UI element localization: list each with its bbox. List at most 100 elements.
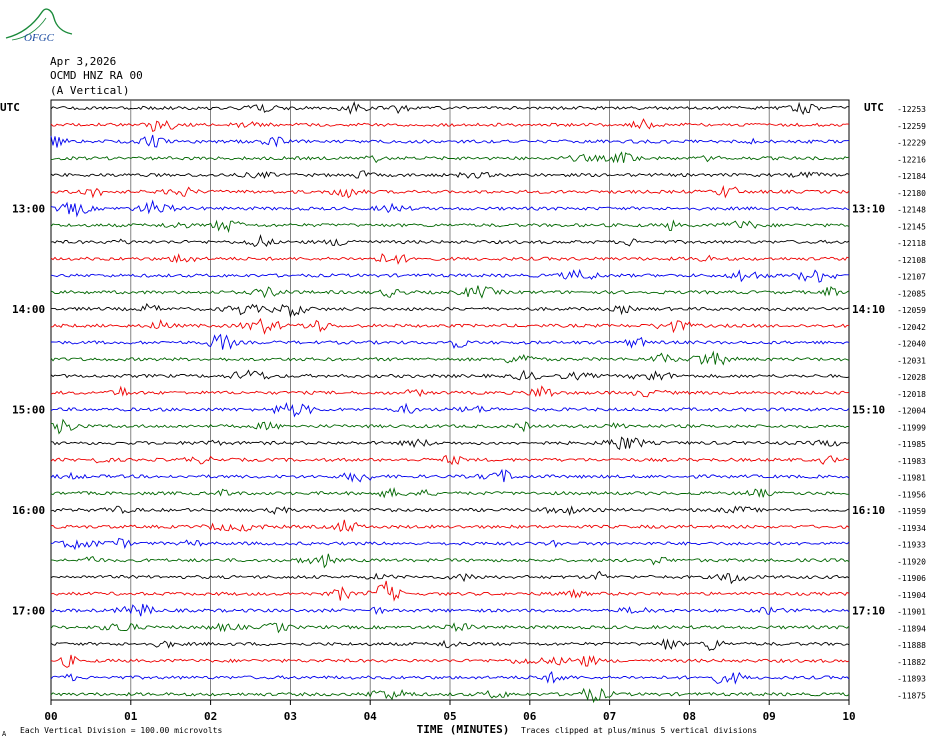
trace-line-33 [50,654,850,668]
trace-line-10 [50,268,849,283]
left-time-label: 14:00 [12,303,45,316]
right-time-label: 14:10 [852,303,885,316]
x-tick-label: 10 [842,710,855,723]
trace-offset-label: -11933 [897,541,926,550]
trace-line-31 [50,622,850,634]
trace-offset-label: -12145 [897,222,926,231]
trace-line-28 [50,570,850,585]
footer-scale-note: Each Vertical Division = 100.00 microvol… [20,726,222,735]
logo-swoosh-2 [11,17,47,41]
utc-right-label: UTC [864,101,884,114]
left-time-label: 13:00 [12,203,45,216]
x-tick-label: 07 [603,710,616,723]
trace-line-14 [51,333,850,350]
trace-line-34 [50,670,850,685]
trace-line-29 [50,580,850,602]
left-time-label: 17:00 [12,605,45,618]
x-tick-label: 02 [204,710,217,723]
footer-clip-note: Traces clipped at plus/minus 5 vertical … [521,726,757,735]
trace-offset-label: -12042 [897,323,926,332]
trace-line-8 [50,233,850,247]
trace-offset-label: -12108 [897,256,926,265]
utc-left-label: UTC [0,101,20,114]
right-time-label: 13:10 [852,203,885,216]
trace-line-1 [50,118,850,133]
trace-line-11 [50,285,850,299]
trace-offset-label: -11882 [897,658,926,667]
trace-line-4 [50,170,850,179]
trace-offset-label: -12004 [897,407,926,416]
trace-line-24 [50,505,850,517]
trace-offset-label: -12216 [897,155,926,164]
trace-offset-label: -11934 [897,524,926,533]
logo-text: OFGC [24,32,55,44]
trace-line-25 [50,519,850,533]
ofgc-logo: OFGC [5,8,73,44]
trace-offset-label: -12259 [897,122,926,131]
trace-line-35 [50,687,850,704]
x-axis-label: TIME (MINUTES) [417,723,510,736]
right-time-label: 17:10 [852,605,885,618]
trace-offset-label: -11901 [897,608,926,617]
trace-line-30 [50,603,850,617]
component-label: (A Vertical) [50,84,130,97]
trace-line-16 [50,369,850,381]
trace-line-21 [50,454,850,466]
trace-offset-label: -11959 [897,507,926,516]
trace-offset-label: -12184 [897,172,926,181]
trace-offset-label: -12040 [897,340,926,349]
trace-offset-label: -12059 [897,306,926,315]
trace-offset-label: -11920 [897,557,926,566]
left-time-label: 15:00 [12,404,45,417]
right-time-label: 15:10 [852,404,885,417]
left-time-label: 16:00 [12,504,45,517]
trace-offset-label: -11888 [897,641,926,650]
trace-line-23 [50,487,850,499]
trace-offset-label: -11904 [897,591,926,600]
date-label: Apr 3,2026 [50,55,117,68]
x-tick-label: 09 [763,710,776,723]
trace-offset-label: -11956 [897,490,926,499]
trace-line-0 [50,100,849,116]
trace-line-13 [50,317,850,335]
trace-line-12 [50,303,850,319]
trace-offset-label: -11983 [897,457,926,466]
trace-offset-label: -12180 [897,189,926,198]
trace-offset-label: -12028 [897,373,926,382]
trace-offset-label: -12085 [897,289,926,298]
station-label: OCMD HNZ RA 00 [50,69,143,82]
trace-line-15 [50,350,850,366]
trace-line-9 [50,253,850,265]
trace-offset-label: -11875 [897,691,926,700]
trace-line-20 [50,436,850,451]
right-time-label: 16:10 [852,504,885,517]
trace-line-5 [50,185,850,199]
trace-offset-label: -12253 [897,105,926,114]
trace-line-32 [50,638,850,651]
trace-offset-label: -12229 [897,139,926,148]
trace-offset-label: -11906 [897,574,926,583]
x-tick-label: 00 [44,710,57,723]
x-tick-label: 05 [443,710,456,723]
trace-offset-label: -11894 [897,624,926,633]
x-tick-label: 04 [364,710,378,723]
x-tick-label: 06 [523,710,537,723]
trace-line-6 [50,199,850,218]
trace-offset-label: -12118 [897,239,926,248]
trace-offset-label: -12107 [897,273,926,282]
trace-offset-label: -11893 [897,675,926,684]
x-tick-label: 08 [683,710,696,723]
trace-line-18 [50,402,850,418]
trace-offset-label: -12018 [897,390,926,399]
trace-line-3 [50,151,850,164]
trace-line-7 [50,219,850,234]
trace-line-17 [50,385,850,398]
trace-offset-label: -11985 [897,440,926,449]
trace-line-19 [51,418,850,435]
trace-offset-label: -11999 [897,423,926,432]
trace-line-26 [50,537,850,551]
trace-offset-label: -12031 [897,356,926,365]
trace-offset-label: -11981 [897,474,926,483]
x-tick-label: 01 [124,710,138,723]
